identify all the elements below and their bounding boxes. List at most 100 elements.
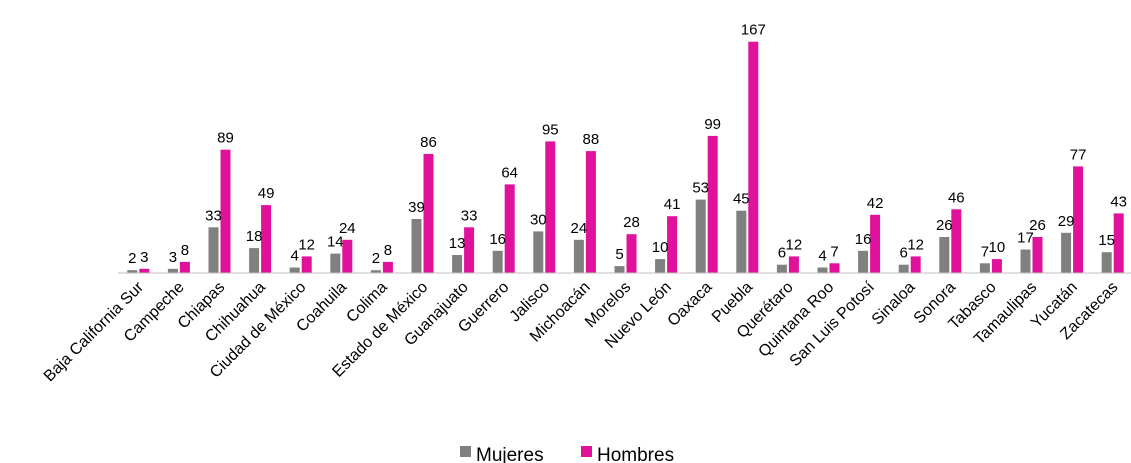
bar-mujeres-baja-california-sur [127, 270, 138, 273]
bar-mujeres-guanajuato [452, 255, 463, 273]
data-label-hombres-jalisco: 95 [542, 121, 559, 138]
bar-mujeres-nuevo-leon [655, 259, 666, 273]
data-label-hombres-sonora: 46 [948, 189, 965, 206]
data-label-mujeres-morelos: 5 [615, 246, 623, 263]
data-label-mujeres-tamaulipas: 17 [1017, 230, 1034, 247]
bar-hombres-san-luis-potosi [870, 214, 881, 273]
bar-hombres-jalisco [545, 141, 556, 273]
data-label-hombres-chihuahua: 49 [258, 185, 275, 202]
legend-item-mujeres: Mujeres [460, 445, 544, 463]
bar-hombres-chiapas [220, 149, 231, 273]
x-tick-label-oaxaca: Oaxaca [665, 279, 716, 330]
data-label-hombres-zacatecas: 43 [1110, 193, 1127, 210]
bar-mujeres-san-luis-potosi [858, 250, 869, 273]
data-label-mujeres-colima: 2 [372, 250, 380, 267]
bar-hombres-guerrero [504, 184, 515, 273]
bar-mujeres-chihuahua [249, 248, 260, 273]
data-label-hombres-coahuila: 24 [339, 220, 356, 237]
data-label-hombres-sinaloa: 12 [907, 236, 924, 253]
data-label-mujeres-puebla: 45 [733, 191, 750, 208]
data-label-hombres-chiapas: 89 [217, 130, 234, 147]
bar-mujeres-michoacan [573, 239, 584, 273]
bar-hombres-nuevo-leon [667, 216, 678, 273]
bar-mujeres-jalisco [533, 231, 544, 273]
data-label-mujeres-guanajuato: 13 [449, 235, 466, 252]
bar-hombres-estado-de-mexico [423, 153, 434, 273]
bar-hombres-campeche [179, 261, 190, 273]
bar-mujeres-morelos [614, 266, 625, 273]
x-tick-labels: Baja California SurCampecheChiapasChihua… [41, 278, 1122, 385]
data-label-mujeres-san-luis-potosi: 16 [855, 231, 872, 248]
data-label-hombres-baja-california-sur: 3 [140, 249, 148, 266]
data-label-mujeres-ciudad-de-mexico: 4 [291, 248, 299, 265]
bar-mujeres-estado-de-mexico [411, 219, 422, 273]
bar-mujeres-ciudad-de-mexico [289, 267, 300, 273]
bar-hombres-coahuila [342, 239, 353, 273]
data-label-hombres-nuevo-leon: 41 [664, 196, 681, 213]
data-label-hombres-morelos: 28 [623, 214, 640, 231]
data-label-mujeres-baja-california-sur: 2 [128, 250, 136, 267]
data-label-mujeres-coahuila: 14 [327, 234, 344, 251]
bar-mujeres-sonora [939, 237, 950, 273]
data-label-hombres-quintana-roo: 7 [830, 243, 838, 260]
data-label-hombres-tamaulipas: 26 [1029, 217, 1046, 234]
legend-swatch-hombres [581, 446, 592, 457]
data-label-mujeres-campeche: 3 [169, 249, 177, 266]
data-label-mujeres-chihuahua: 18 [246, 228, 263, 245]
data-label-mujeres-jalisco: 30 [530, 211, 547, 228]
data-label-hombres-guanajuato: 33 [461, 207, 478, 224]
data-label-mujeres-nuevo-leon: 10 [652, 239, 669, 256]
bar-hombres-yucatan [1073, 166, 1084, 273]
bar-mujeres-coahuila [330, 253, 341, 273]
data-label-hombres-queretaro: 12 [786, 236, 803, 253]
legend-item-hombres: Hombres [581, 445, 674, 463]
bar-hombres-queretaro [788, 256, 799, 273]
bar-hombres-quintana-roo [829, 263, 840, 273]
legend-label-hombres: Hombres [597, 445, 674, 463]
x-tick-label-sinaloa: Sinaloa [869, 279, 919, 329]
bar-hombres-michoacan [585, 151, 596, 273]
data-label-mujeres-guerrero: 16 [489, 231, 506, 248]
bar-hombres-chihuahua [261, 205, 272, 273]
legend-label-mujeres: Mujeres [476, 445, 544, 463]
bar-hombres-baja-california-sur [139, 268, 150, 273]
data-label-mujeres-michoacan: 24 [571, 220, 588, 237]
bar-mujeres-sinaloa [898, 264, 909, 273]
data-label-mujeres-estado-de-mexico: 39 [408, 199, 425, 216]
bar-mujeres-colima [370, 270, 381, 273]
data-label-hombres-estado-de-mexico: 86 [420, 134, 437, 151]
bar-mujeres-yucatan [1061, 232, 1072, 273]
bar-hombres-oaxaca [707, 135, 718, 273]
bar-mujeres-chiapas [208, 227, 219, 273]
bar-mujeres-guerrero [492, 250, 503, 273]
data-label-hombres-ciudad-de-mexico: 12 [298, 236, 315, 253]
bar-mujeres-tabasco [979, 263, 990, 273]
bar-mujeres-tamaulipas [1020, 249, 1031, 273]
bar-hombres-sinaloa [910, 256, 921, 273]
data-label-mujeres-yucatan: 29 [1058, 213, 1075, 230]
data-label-hombres-campeche: 8 [181, 242, 189, 259]
data-label-mujeres-sonora: 26 [936, 217, 953, 234]
data-label-mujeres-tabasco: 7 [981, 243, 989, 260]
legend-swatch-mujeres [460, 446, 471, 457]
data-label-mujeres-chiapas: 33 [205, 207, 222, 224]
data-label-mujeres-oaxaca: 53 [692, 180, 709, 197]
bar-mujeres-puebla [736, 210, 747, 273]
legend: Mujeres Hombres [460, 445, 674, 463]
bar-hombres-tamaulipas [1032, 237, 1043, 273]
data-label-hombres-yucatan: 77 [1070, 146, 1087, 163]
bar-hombres-sonora [951, 209, 962, 273]
data-label-hombres-michoacan: 88 [583, 131, 600, 148]
bar-hombres-morelos [626, 234, 637, 273]
bar-mujeres-oaxaca [695, 199, 706, 273]
bar-hombres-guanajuato [464, 227, 475, 273]
data-label-hombres-tabasco: 10 [989, 239, 1006, 256]
data-label-mujeres-quintana-roo: 4 [818, 248, 826, 265]
data-label-hombres-oaxaca: 99 [704, 116, 721, 133]
data-label-mujeres-queretaro: 6 [778, 245, 786, 262]
bar-hombres-puebla [748, 41, 759, 274]
bar-mujeres-quintana-roo [817, 267, 828, 273]
bars-layer [127, 41, 1124, 274]
